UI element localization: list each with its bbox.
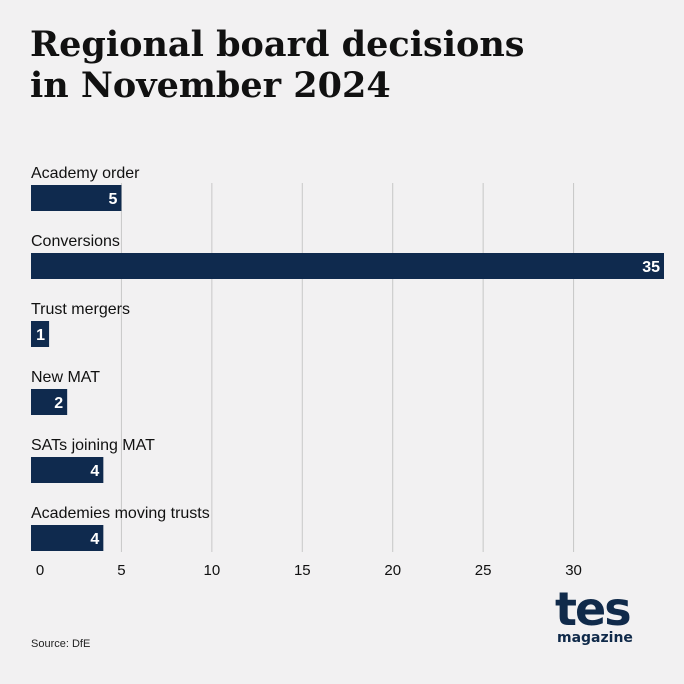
title-line-2: in November 2024 bbox=[30, 65, 391, 106]
bar bbox=[31, 389, 68, 415]
bar bbox=[31, 253, 664, 279]
category-label: New MAT bbox=[31, 369, 100, 386]
bar bbox=[31, 525, 104, 551]
category-label: Academy order bbox=[31, 165, 140, 182]
x-axis-ticks: 0 5 10 15 20 25 30 bbox=[36, 562, 582, 579]
x-tick-label: 15 bbox=[294, 562, 311, 579]
bar bbox=[31, 321, 50, 347]
bar-value-label: 5 bbox=[109, 191, 118, 208]
bar-value-label: 4 bbox=[90, 531, 99, 548]
logo-subtitle: magazine bbox=[557, 630, 633, 646]
bar-value-label: 4 bbox=[90, 463, 99, 480]
bar bbox=[31, 185, 122, 211]
x-tick-label: 0 bbox=[36, 562, 44, 579]
bars: Academy order 5 Conversions 35 Trust mergers… bbox=[31, 165, 664, 551]
x-tick-label: 20 bbox=[384, 562, 401, 579]
logo-wordmark: tes bbox=[555, 582, 632, 636]
bar bbox=[31, 457, 104, 483]
bar-value-label: 2 bbox=[54, 395, 63, 412]
x-tick-label: 25 bbox=[475, 562, 492, 579]
category-label: Conversions bbox=[31, 233, 120, 250]
bar-value-label: 35 bbox=[642, 259, 660, 276]
bar-value-label: 1 bbox=[36, 327, 45, 344]
category-label: Trust mergers bbox=[31, 301, 130, 318]
chart-title: Regional board decisions in November 202… bbox=[30, 24, 630, 106]
category-label: SATs joining MAT bbox=[31, 437, 155, 454]
category-label: Academies moving trusts bbox=[31, 505, 210, 522]
grid-lines bbox=[120, 183, 575, 552]
title-line-1: Regional board decisions bbox=[30, 24, 525, 65]
x-tick-label: 10 bbox=[204, 562, 221, 579]
source-note: Source: DfE bbox=[31, 638, 91, 650]
x-tick-label: 5 bbox=[117, 562, 125, 579]
x-tick-label: 30 bbox=[565, 562, 582, 579]
tes-magazine-logo: tes magazine bbox=[555, 584, 635, 654]
